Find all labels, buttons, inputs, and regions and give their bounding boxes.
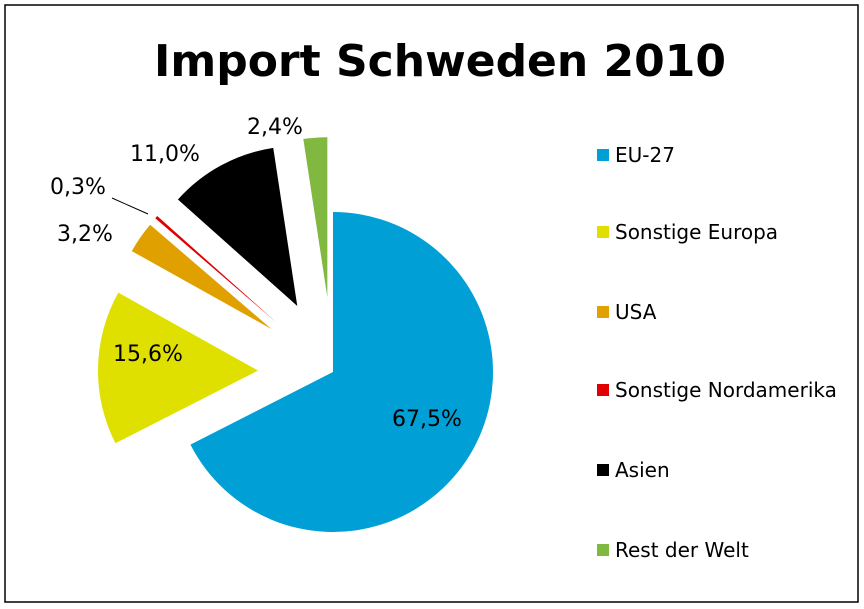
legend-label: Sonstige Europa — [615, 220, 779, 244]
chart-title: Import Schweden 2010 — [154, 36, 726, 87]
data-label: 0,3% — [50, 175, 106, 200]
legend-swatch — [597, 384, 609, 396]
data-label: 11,0% — [130, 142, 200, 167]
leader-line — [111, 197, 149, 215]
pie-slice — [303, 137, 328, 298]
legend-swatch — [597, 464, 609, 476]
pie-slice — [190, 212, 493, 533]
legend-swatch — [597, 544, 609, 556]
data-label: 67,5% — [392, 407, 462, 432]
pie-slice — [177, 147, 298, 307]
data-label: 3,2% — [57, 222, 113, 247]
pie-slice — [131, 224, 272, 330]
legend-swatch — [597, 306, 609, 318]
legend-label: Sonstige Nordamerika — [615, 378, 837, 402]
legend-label: USA — [615, 300, 657, 324]
data-label: 2,4% — [247, 115, 303, 140]
legend-label: Rest der Welt — [615, 538, 749, 562]
legend-label: Asien — [615, 458, 670, 482]
legend-swatch — [597, 226, 609, 238]
data-label: 15,6% — [113, 342, 183, 367]
pie-slice — [155, 216, 277, 323]
pie-slice — [98, 292, 259, 444]
legend-label: EU-27 — [615, 143, 675, 167]
legend-swatch — [597, 149, 609, 161]
